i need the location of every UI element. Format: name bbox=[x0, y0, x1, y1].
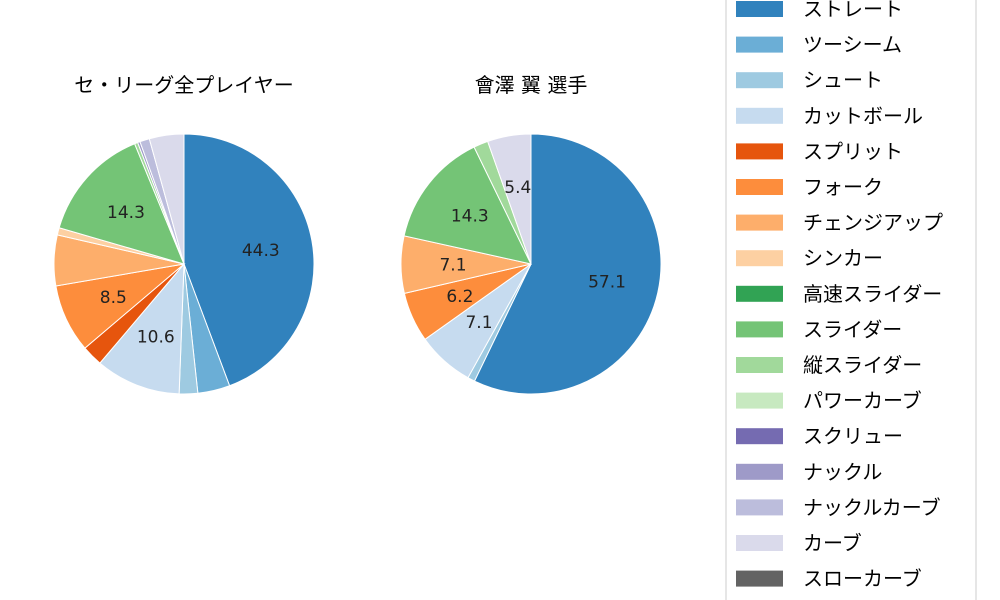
pie-slice bbox=[487, 133, 532, 265]
legend-entry: スプリット bbox=[736, 139, 903, 163]
legend-entry: カットボール bbox=[736, 104, 923, 128]
pie-title: セ・リーグ全プレイヤー bbox=[74, 73, 293, 97]
pie-slice bbox=[403, 146, 532, 265]
legend-label: チェンジアップ bbox=[803, 211, 943, 235]
legend-swatch bbox=[736, 392, 783, 409]
legend-swatch bbox=[736, 463, 783, 480]
slice-value-label: 7.1 bbox=[465, 313, 492, 333]
pie-charts: セ・リーグ全プレイヤー 44.3 10.6 8.5 14.3 會澤 翼 選手 57.1 7.1… bbox=[53, 73, 662, 395]
legend-label: ナックル bbox=[803, 460, 882, 484]
slice-value-label: 14.3 bbox=[107, 203, 145, 223]
legend-swatch bbox=[736, 535, 783, 551]
slice-value-label: 10.6 bbox=[137, 328, 175, 348]
legend-entries: ストレートツーシームシュートカットボールスプリットフォークチェンジアップシンカー… bbox=[736, 0, 943, 591]
pie-slice bbox=[473, 133, 662, 395]
legend-swatch bbox=[736, 570, 783, 587]
legend-entry: スクリュー bbox=[736, 424, 903, 448]
legend-entry: シンカー bbox=[736, 246, 883, 270]
legend-entry: ナックル bbox=[736, 460, 882, 484]
legend-label: スプリット bbox=[803, 139, 903, 163]
legend-label: 高速スライダー bbox=[803, 282, 942, 306]
legend-swatch bbox=[736, 179, 783, 195]
legend-label: パワーカーブ bbox=[803, 389, 922, 413]
legend-entry: パワーカーブ bbox=[736, 389, 922, 413]
legend-entry: ツーシーム bbox=[736, 33, 902, 57]
slice-value-label: 5.4 bbox=[504, 178, 531, 198]
legend-label: スクリュー bbox=[803, 424, 903, 448]
legend-swatch bbox=[736, 214, 783, 231]
legend-label: フォーク bbox=[803, 175, 883, 199]
pie-chart-2: 會澤 翼 選手 57.1 7.1 6.2 7.1 14.3 5.4 bbox=[400, 73, 662, 395]
legend-swatch bbox=[736, 321, 783, 338]
legend-swatch bbox=[736, 36, 783, 53]
legend-label: シュート bbox=[803, 68, 883, 92]
legend-entry: スライダー bbox=[736, 317, 902, 341]
legend-label: ストレート bbox=[803, 0, 903, 21]
legend-label: カットボール bbox=[803, 104, 923, 128]
slice-value-label: 57.1 bbox=[588, 272, 626, 292]
legend-swatch bbox=[736, 250, 783, 267]
legend-entry: カーブ bbox=[736, 531, 862, 555]
slice-value-label: 6.2 bbox=[446, 287, 473, 307]
legend-entry: 高速スライダー bbox=[736, 282, 942, 306]
pie-slice bbox=[99, 262, 185, 395]
slice-value-label: 8.5 bbox=[100, 288, 127, 308]
pie-title: 會澤 翼 選手 bbox=[475, 73, 588, 97]
legend-entry: 縦スライダー bbox=[736, 353, 922, 377]
pie-slice bbox=[148, 133, 185, 265]
pie-slice bbox=[183, 133, 315, 387]
legend-entry: ナックルカーブ bbox=[736, 495, 941, 519]
pie-slice bbox=[58, 143, 185, 265]
legend-label: 縦スライダー bbox=[803, 353, 922, 377]
legend: ストレートツーシームシュートカットボールスプリットフォークチェンジアップシンカー… bbox=[725, 0, 977, 600]
pie-chart-1: セ・リーグ全プレイヤー 44.3 10.6 8.5 14.3 bbox=[53, 73, 315, 395]
legend-label: スライダー bbox=[803, 317, 902, 341]
legend-swatch bbox=[736, 357, 783, 373]
slice-value-label: 44.3 bbox=[242, 241, 280, 261]
legend-swatch bbox=[736, 143, 783, 160]
legend-swatch bbox=[736, 107, 783, 124]
legend-swatch bbox=[736, 1, 783, 17]
legend-label: スローカーブ bbox=[803, 567, 922, 591]
legend-label: ツーシーム bbox=[803, 33, 902, 57]
legend-label: カーブ bbox=[803, 531, 862, 555]
legend-entry: ストレート bbox=[736, 0, 903, 21]
legend-swatch bbox=[736, 72, 783, 89]
legend-frame bbox=[725, 0, 977, 600]
legend-label: ナックルカーブ bbox=[803, 495, 941, 519]
legend-swatch bbox=[736, 428, 783, 445]
slice-value-label: 14.3 bbox=[451, 207, 489, 227]
legend-label: シンカー bbox=[803, 246, 883, 270]
legend-entry: スローカーブ bbox=[736, 567, 922, 591]
legend-swatch bbox=[736, 499, 783, 516]
legend-entry: フォーク bbox=[736, 175, 883, 199]
slice-value-label: 7.1 bbox=[439, 255, 466, 275]
legend-entry: チェンジアップ bbox=[736, 211, 943, 235]
legend-entry: シュート bbox=[736, 68, 883, 92]
legend-swatch bbox=[736, 285, 783, 302]
